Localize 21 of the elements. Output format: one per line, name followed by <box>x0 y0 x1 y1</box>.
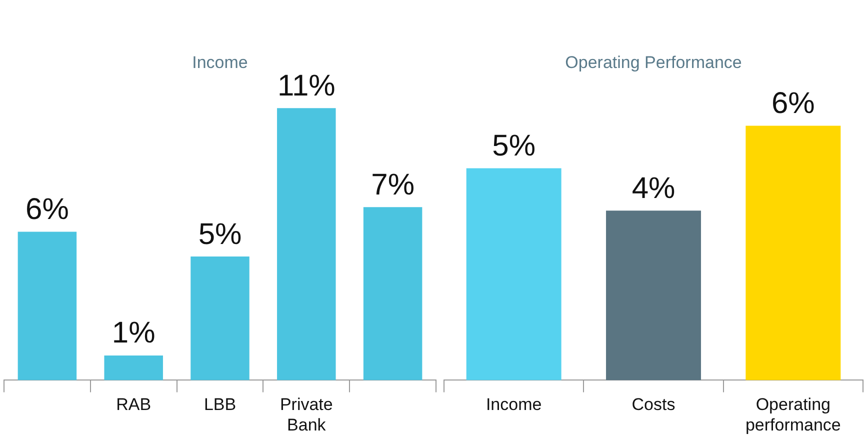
bar <box>190 256 250 380</box>
x-tick-label: Income <box>486 395 542 414</box>
x-tick-label: Operating performance <box>745 395 841 434</box>
data-label: 4% <box>632 172 676 205</box>
data-label: 1% <box>112 316 156 350</box>
data-label: 6% <box>26 193 69 226</box>
data-label: 6% <box>771 87 815 120</box>
bar <box>18 232 77 380</box>
x-tick-label: RAB <box>116 395 152 414</box>
data-label: 11% <box>277 69 336 102</box>
data-label: 5% <box>198 218 242 251</box>
data-label: 7% <box>371 168 414 202</box>
chart-title: Income <box>192 52 248 72</box>
bar <box>104 355 163 380</box>
bar <box>277 108 336 380</box>
x-tick-label: LBB <box>204 395 236 414</box>
chart-title: Operating Performance <box>565 52 742 72</box>
x-tick-label: Costs <box>632 395 676 414</box>
x-tick-label: Private Bank <box>280 395 333 434</box>
bar <box>363 207 422 380</box>
data-label: 5% <box>492 129 536 162</box>
